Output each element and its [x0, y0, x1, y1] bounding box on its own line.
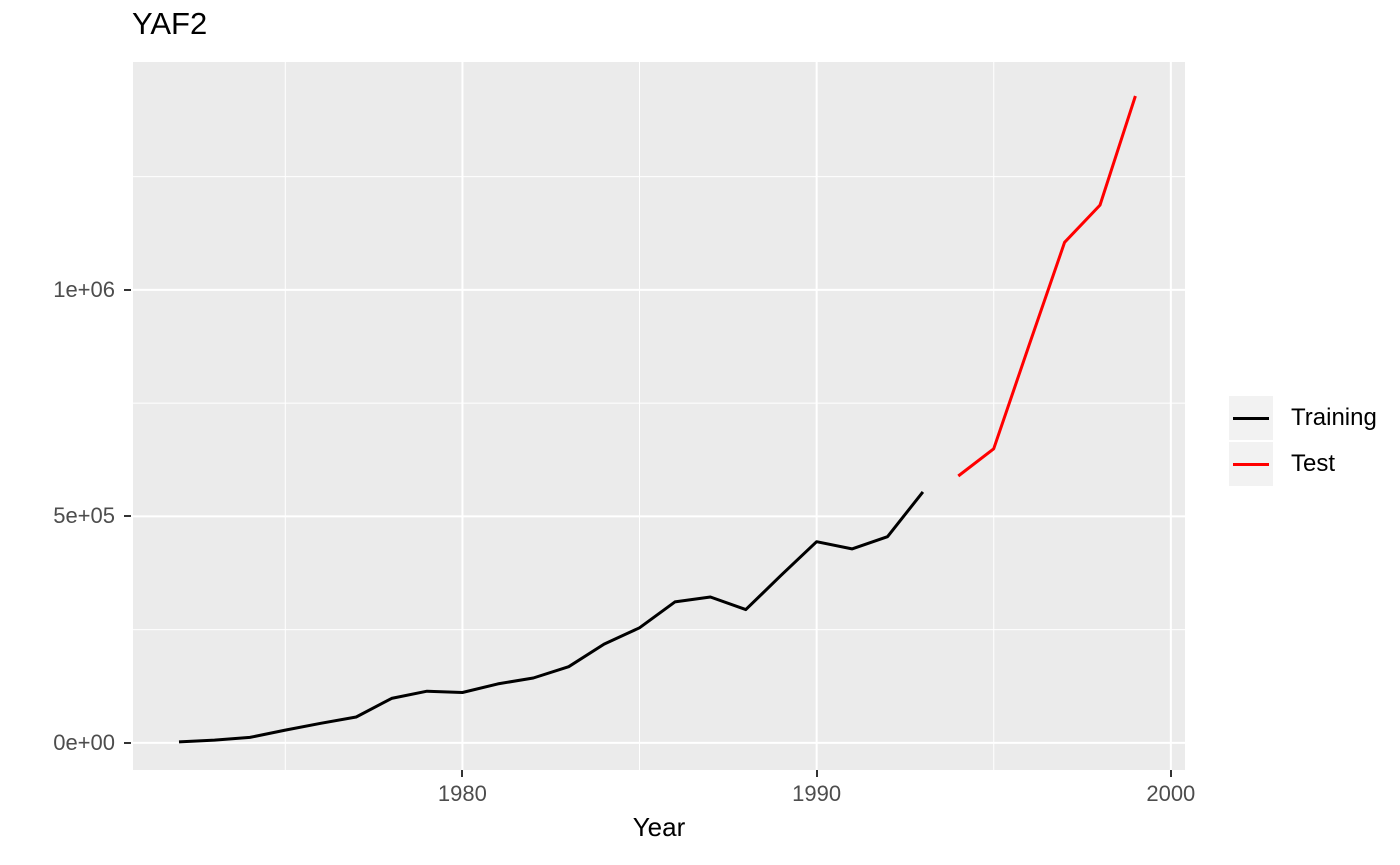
legend-label: Test: [1291, 450, 1336, 477]
series-line-training: [178, 490, 925, 744]
legend-key-line-icon: [1233, 416, 1269, 420]
y-tick-mark: [124, 741, 131, 744]
plot-panel: [133, 62, 1185, 770]
series-line-test: [957, 95, 1137, 478]
y-tick-label: 1e+06: [53, 276, 115, 302]
plot-area: [133, 62, 1185, 770]
chart-title: YAF2: [132, 6, 208, 41]
x-tick-mark: [461, 770, 464, 777]
y-tick-mark: [124, 515, 131, 518]
y-tick-mark: [124, 288, 131, 291]
x-tick-mark: [815, 770, 818, 777]
legend-item-training: Training: [1229, 396, 1377, 440]
legend-key-line-icon: [1233, 462, 1269, 466]
x-tick-label: 1980: [437, 781, 487, 806]
x-tick-label: 2000: [1146, 781, 1196, 806]
x-tick-label: 1990: [792, 781, 842, 806]
legend-item-test: Test: [1229, 442, 1377, 486]
legend-label: Training: [1291, 404, 1377, 431]
legend-key-training: [1229, 396, 1273, 440]
x-axis-title: Year: [632, 812, 686, 842]
y-tick-label: 0e+00: [53, 729, 115, 755]
legend-key-test: [1229, 442, 1273, 486]
y-tick-label: 5e+05: [53, 503, 115, 529]
legend: Training Test: [1229, 396, 1377, 488]
x-tick-mark: [1169, 770, 1172, 777]
